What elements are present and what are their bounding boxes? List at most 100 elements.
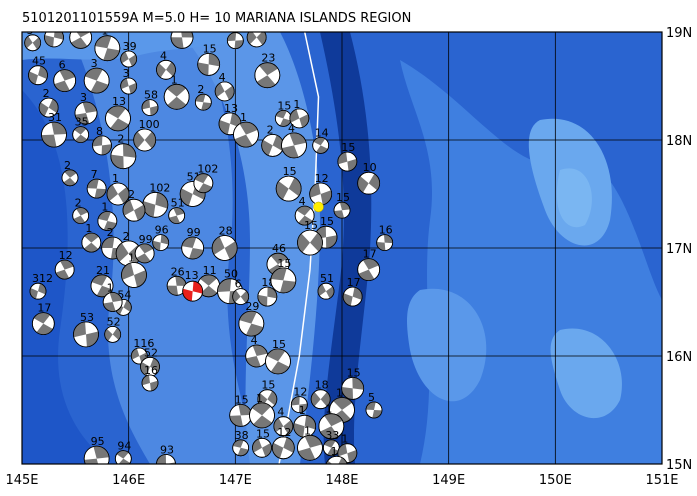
seamount-east-2: [556, 168, 592, 228]
mechanism-label: 312: [32, 272, 53, 285]
target-event-mechanism: [182, 280, 204, 302]
focal-mechanism: [273, 416, 294, 437]
latitude-label: 15N: [666, 458, 692, 473]
mechanism-label: 15: [203, 42, 217, 55]
focal-mechanism: [214, 81, 235, 102]
focal-mechanism: [318, 413, 345, 440]
focal-mechanism: [44, 32, 64, 48]
mechanism-label: 17: [347, 276, 361, 289]
mechanism-label: 1: [325, 403, 332, 416]
focal-mechanism: [170, 32, 194, 49]
focal-mechanism: [333, 201, 351, 219]
mechanism-label: 33: [325, 429, 339, 442]
map-title: 5101201101559A M=5.0 H= 10 MARIANA ISLAN…: [22, 11, 411, 26]
mechanism-label: 51: [320, 272, 334, 285]
mechanism-label: 1: [107, 282, 114, 295]
seamount-south: [407, 288, 487, 402]
mechanism-label: 102: [197, 163, 218, 176]
focal-mechanism: [92, 135, 112, 156]
focal-mechanism: [271, 436, 295, 460]
mechanism-label: 15: [283, 165, 297, 178]
mechanism-label: 2: [267, 123, 274, 136]
mechanism-label: 1: [331, 445, 338, 458]
focal-mechanism: [141, 99, 159, 116]
mechanism-label: 6: [59, 59, 66, 72]
mechanism-label: 1: [304, 424, 311, 437]
focal-mechanism: [94, 35, 121, 62]
mechanism-label: 45: [32, 55, 46, 68]
focal-mechanism: [274, 110, 292, 127]
mechanism-label: 7: [91, 168, 98, 181]
focal-mechanism: [312, 136, 330, 154]
mechanism-label: 11: [203, 264, 217, 277]
mechanism-label: 102: [149, 181, 170, 194]
focal-mechanism: [122, 198, 146, 222]
focal-mechanism: [252, 437, 272, 458]
focal-mechanism: [357, 171, 381, 195]
focal-mechanism: [249, 402, 275, 429]
mechanism-label: 1: [85, 222, 92, 235]
mechanism-label: 1: [293, 98, 300, 111]
mechanism-label: 1: [128, 252, 135, 265]
mechanism-label: 5: [27, 24, 34, 37]
focal-mechanism: [211, 235, 238, 261]
mechanism-label: 116: [133, 337, 154, 350]
focal-mechanism: [181, 236, 205, 260]
longitude-label: 147E: [219, 473, 252, 488]
focal-mechanism: [293, 414, 317, 438]
focal-mechanism: [133, 128, 157, 152]
focal-mechanism: [232, 288, 250, 306]
focal-mechanism: [31, 312, 55, 336]
focal-mechanism: [317, 282, 335, 300]
mechanism-label: 58: [144, 89, 158, 102]
mechanism-label: 3: [91, 57, 98, 70]
mechanism-label: 35: [75, 116, 89, 129]
mechanism-label: 1: [240, 111, 247, 124]
mechanism-label: 2: [75, 197, 82, 210]
focal-mechanism: [72, 207, 90, 225]
longitude-label: 145E: [5, 473, 38, 488]
focal-mechanism: [69, 32, 93, 49]
axis-labels: 145E 146E 147E 148E 149E 150E 151E 19N 18N 17N 16N…: [5, 26, 692, 488]
mechanism-label: 2: [128, 188, 135, 201]
focal-mechanism: [246, 32, 267, 48]
focal-mechanism: [297, 229, 323, 256]
longitude-label: 148E: [325, 473, 358, 488]
focal-mechanism: [105, 105, 131, 132]
mechanism-label: 17: [363, 248, 377, 261]
mechanism-label: 5: [368, 391, 375, 404]
focal-mechanism: [229, 403, 253, 427]
latitude-label: 17N: [666, 242, 692, 257]
mechanism-label: 15: [256, 427, 270, 440]
mechanism-label: 2: [43, 87, 50, 100]
focal-mechanism: [325, 455, 348, 464]
focal-mechanism: [310, 389, 331, 410]
mechanism-label: 15: [277, 99, 291, 112]
target-event-label: 13: [185, 269, 199, 282]
focal-mechanism: [114, 450, 132, 464]
focal-mechanism: [376, 234, 394, 252]
focal-mechanism: [342, 286, 363, 307]
focal-mechanism: [156, 454, 176, 464]
mechanism-label: 4: [219, 71, 226, 84]
mechanism-label: 2: [64, 159, 71, 172]
longitude-label: 150E: [539, 473, 572, 488]
mechanism-label: 15: [341, 141, 355, 154]
mechanism-label: 3: [123, 67, 130, 80]
focal-mechanism: [142, 191, 169, 218]
mechanism-label: 15: [272, 338, 286, 351]
focal-mechanism: [297, 434, 323, 461]
mechanism-label: 16: [144, 364, 158, 377]
focal-mechanism: [115, 240, 142, 267]
focal-mechanism: [104, 325, 122, 343]
focal-mechanism: [309, 182, 333, 206]
focal-mechanism: [53, 69, 77, 92]
focal-mechanism: [265, 348, 291, 375]
focal-mechanism: [275, 175, 302, 202]
mechanism-label: 15: [277, 257, 291, 270]
mechanism-label: 14: [315, 126, 329, 139]
mechanism-label: 15: [336, 191, 350, 204]
mechanism-label: 6: [235, 278, 242, 291]
focal-mechanism: [254, 62, 281, 89]
